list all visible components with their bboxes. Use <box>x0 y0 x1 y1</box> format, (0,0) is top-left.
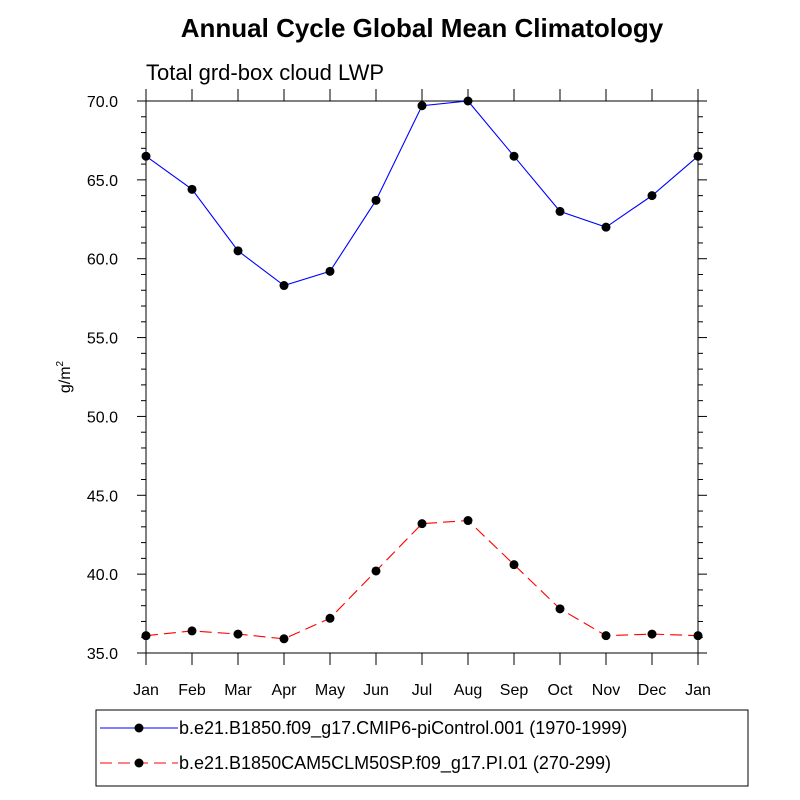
series-1 <box>141 96 703 291</box>
y-axis-label-base: g/m <box>57 366 74 393</box>
series-2-point <box>187 626 197 636</box>
y-tick-label: 45.0 <box>87 488 118 505</box>
legend-label: b.e21.B1850CAM5CLM50SP.f09_g17.PI.01 (27… <box>179 753 611 774</box>
x-tick-label: May <box>315 682 345 699</box>
series-2-line <box>145 519 699 640</box>
y-tick-labels: 35.0 40.0 45.0 50.0 55.0 60.0 65.0 70.0 <box>87 94 118 663</box>
series-1-point <box>509 151 519 161</box>
y-tick-label: 40.0 <box>87 567 118 584</box>
series-layer <box>141 96 703 644</box>
x-tick-labels: Jan Feb Mar Apr May Jun Jul Aug Sep Oct Nov Dec Jan <box>133 682 711 699</box>
y-tick-label: 35.0 <box>87 646 118 663</box>
series-2-point <box>555 604 565 614</box>
series-2-point <box>371 566 381 576</box>
x-tick-label: Nov <box>592 682 620 699</box>
series-1-point <box>601 222 611 232</box>
y-axis-label: g/m2 <box>55 360 74 393</box>
series-2-point <box>325 613 335 623</box>
series-1-point <box>233 246 243 256</box>
legend-label: b.e21.B1850.f09_g17.CMIP6-piControl.001 … <box>179 718 627 739</box>
x-tick-label: Jan <box>133 682 159 699</box>
series-1-point <box>463 96 473 106</box>
legend-marker <box>134 758 144 768</box>
series-1-point <box>417 101 427 111</box>
series-2-point <box>601 631 611 641</box>
series-1-point <box>279 281 289 291</box>
x-tick-label: Apr <box>272 682 298 699</box>
series-2-point <box>279 634 289 644</box>
legend-item: b.e21.B1850CAM5CLM50SP.f09_g17.PI.01 (27… <box>100 753 611 774</box>
y-tick-label: 55.0 <box>87 331 118 348</box>
x-tick-label: Sep <box>500 682 529 699</box>
series-1-point <box>647 191 657 201</box>
plot-frame <box>145 100 699 654</box>
y-axis-label-exponent: 2 <box>55 360 66 366</box>
x-tick-label: Mar <box>224 682 252 699</box>
series-2-point <box>141 631 151 641</box>
series-1-point <box>371 195 381 205</box>
x-tick-label: Dec <box>638 682 666 699</box>
legend-box <box>95 709 749 787</box>
series-2-point <box>417 519 427 529</box>
chart-subtitle: Total grd-box cloud LWP <box>146 60 384 85</box>
y-tick-label: 50.0 <box>87 409 118 426</box>
series-1-point <box>325 266 335 276</box>
x-tick-label: Aug <box>454 682 482 699</box>
chart-title: Annual Cycle Global Mean Climatology <box>181 13 664 43</box>
series-1-point <box>141 151 151 161</box>
series-2 <box>141 516 703 644</box>
series-2-point <box>463 516 473 526</box>
series-2-point <box>647 629 657 639</box>
y-tick-label: 65.0 <box>87 173 118 190</box>
legend-marker <box>134 723 144 733</box>
y-tick-label: 60.0 <box>87 252 118 269</box>
legend: b.e21.B1850.f09_g17.CMIP6-piControl.001 … <box>95 709 749 787</box>
series-1-point <box>693 151 703 161</box>
series-1-point <box>187 184 197 194</box>
legend-item: b.e21.B1850.f09_g17.CMIP6-piControl.001 … <box>100 718 627 739</box>
series-1-line <box>145 100 699 287</box>
x-tick-label: Jan <box>685 682 711 699</box>
y-tick-label: 70.0 <box>87 94 118 111</box>
x-tick-label: Jun <box>363 682 389 699</box>
x-tick-label: Feb <box>178 682 206 699</box>
series-2-point <box>509 560 519 570</box>
series-2-point <box>233 629 243 639</box>
axis-ticks <box>137 89 707 665</box>
series-2-point <box>693 631 703 641</box>
series-1-point <box>555 206 565 216</box>
x-tick-label: Jul <box>412 682 432 699</box>
x-tick-label: Oct <box>548 682 573 699</box>
